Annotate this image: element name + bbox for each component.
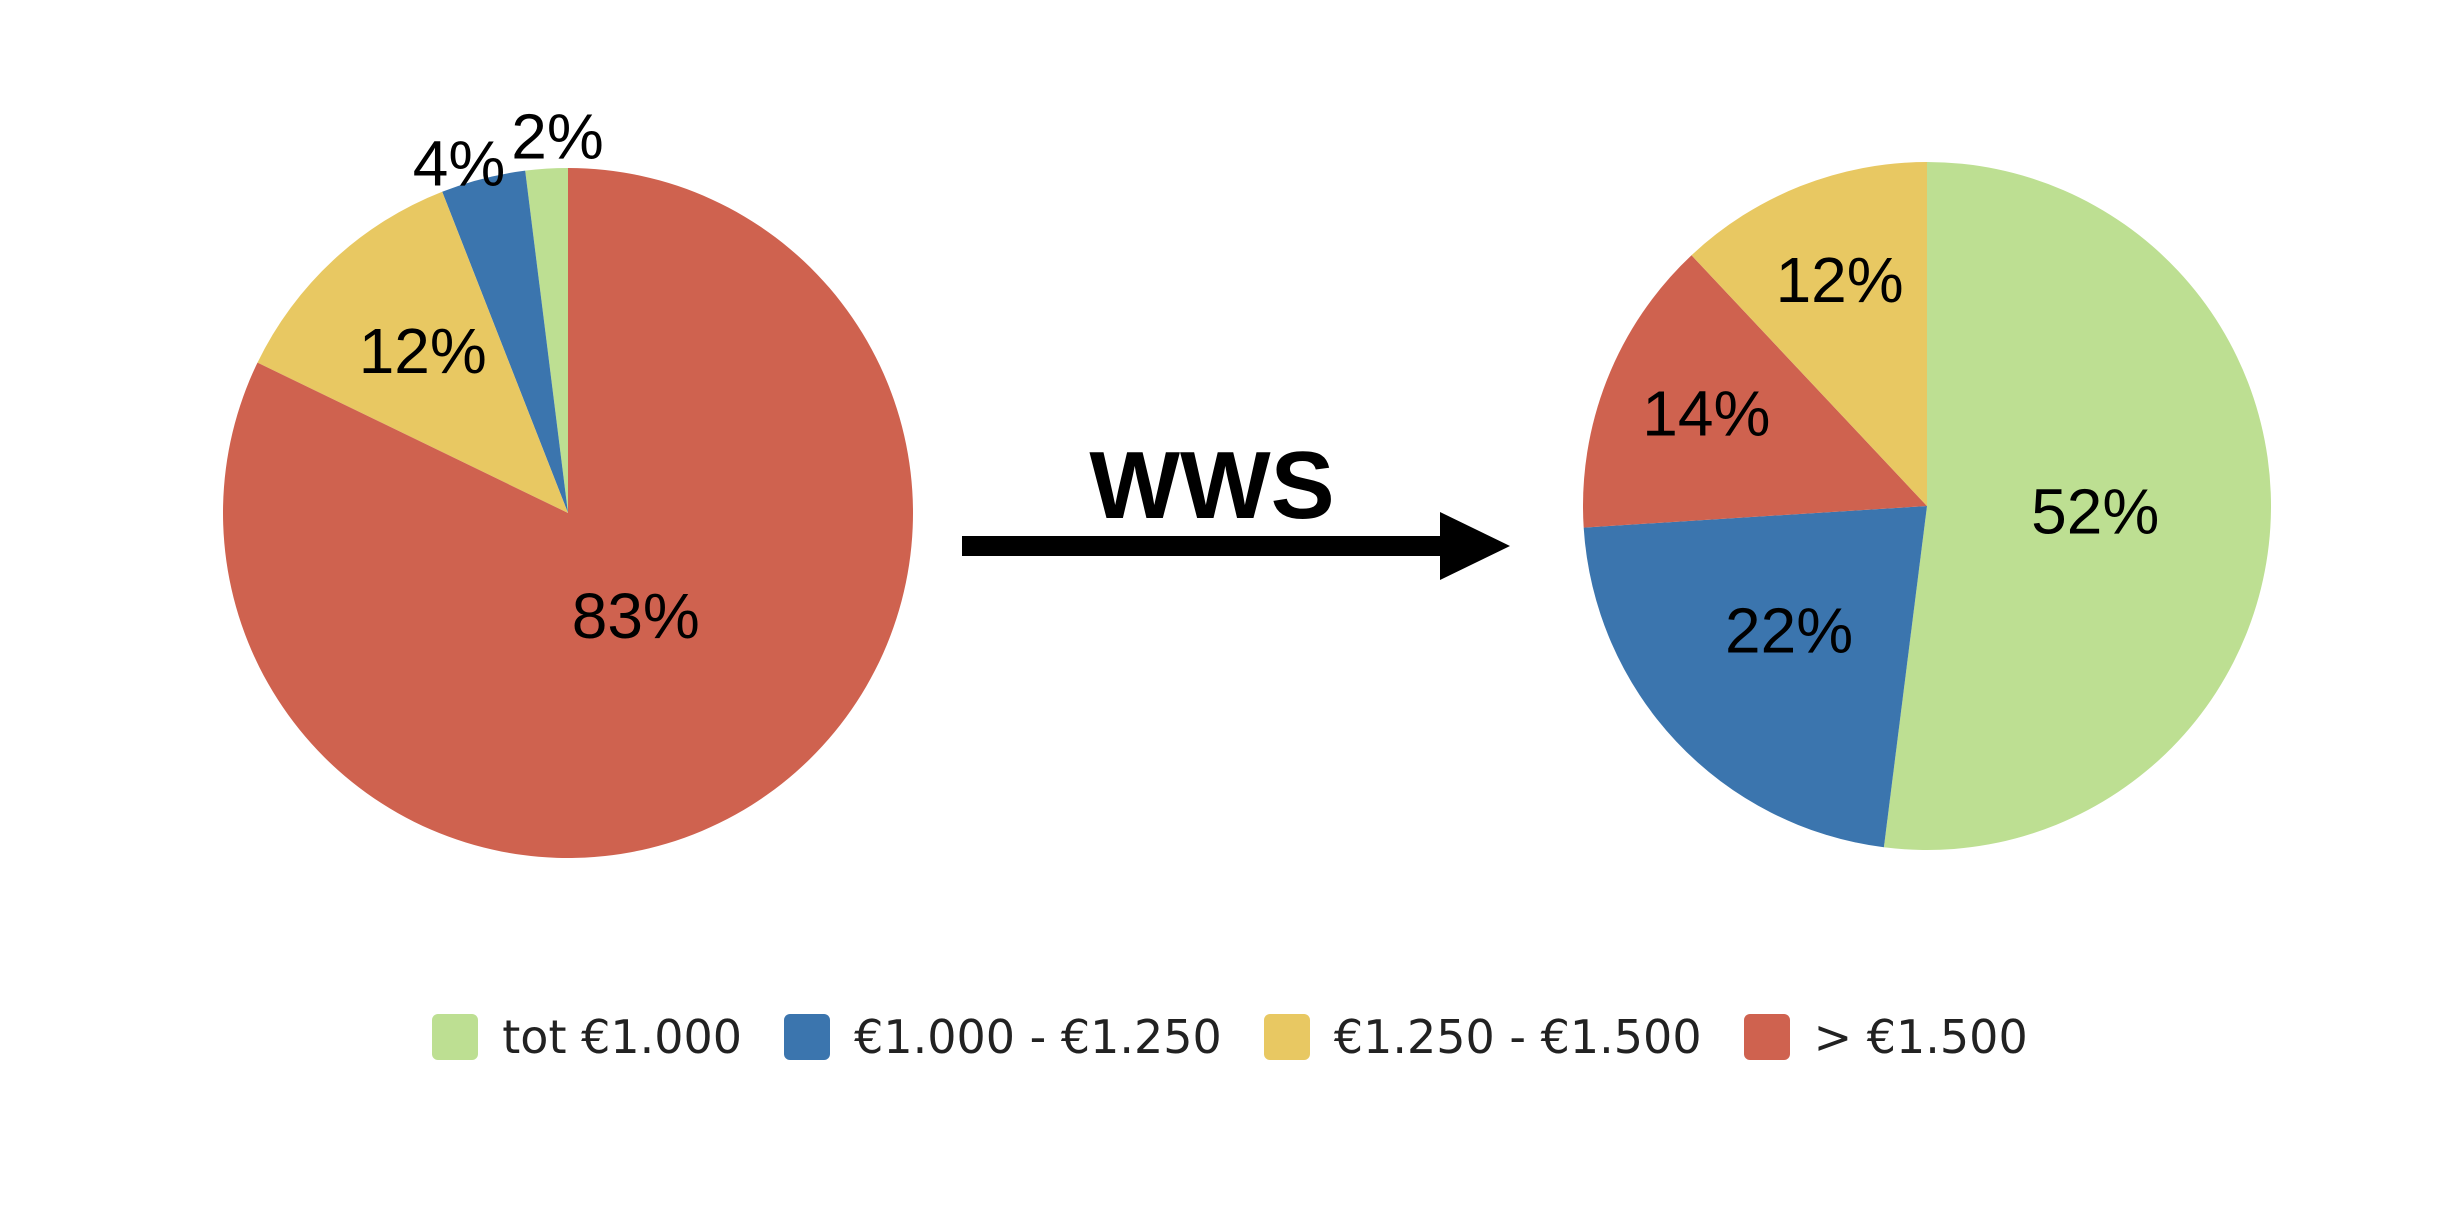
legend-label: €1.250 - €1.500 xyxy=(1333,1010,1702,1064)
slice-value-label: 2% xyxy=(511,100,604,172)
slice-value-label: 83% xyxy=(572,580,700,652)
legend-label: €1.000 - €1.250 xyxy=(854,1010,1222,1064)
pie-slice xyxy=(1583,506,1927,848)
pie-chart-before: 2%4% 12% 83% xyxy=(223,100,913,859)
slice-value-label: 4% xyxy=(413,128,506,200)
legend: tot €1.000 €1.000 - €1.250 €1.250 - €1.5… xyxy=(0,1010,2460,1064)
pie-slice xyxy=(223,168,913,859)
legend-swatch xyxy=(432,1014,479,1060)
arrow-shaft xyxy=(962,536,1450,556)
slice-value-label: 12% xyxy=(1776,244,1904,316)
arrow-label: WWS xyxy=(1089,432,1334,539)
transition-arrow: WWS xyxy=(962,432,1510,580)
legend-item: €1.250 - €1.500 xyxy=(1263,1010,1702,1064)
legend-swatch xyxy=(1263,1014,1310,1060)
pie-slice xyxy=(257,191,568,513)
legend-swatch xyxy=(1743,1014,1790,1060)
pie-slice xyxy=(1883,162,2271,851)
legend-item: > €1.500 xyxy=(1743,1010,2028,1064)
slice-value-label: 14% xyxy=(1642,378,1770,450)
legend-item: €1.000 - €1.250 xyxy=(784,1010,1222,1064)
legend-label: tot €1.000 xyxy=(502,1010,743,1064)
pie-chart-after: 52% 22% 14%12% xyxy=(1583,162,2271,851)
arrow-head xyxy=(1440,512,1510,580)
pie-slice xyxy=(442,170,568,513)
legend-swatch xyxy=(784,1014,831,1060)
pie-slice xyxy=(525,168,568,513)
legend-label: > €1.500 xyxy=(1813,1010,2028,1064)
slice-value-label: 22% xyxy=(1725,594,1853,666)
legend-item: tot €1.000 xyxy=(432,1010,742,1064)
slice-value-label: 52% xyxy=(2031,475,2159,547)
pie-slice xyxy=(1583,255,1927,528)
slice-value-label: 12% xyxy=(359,315,487,387)
pie-slice xyxy=(1691,162,1927,506)
